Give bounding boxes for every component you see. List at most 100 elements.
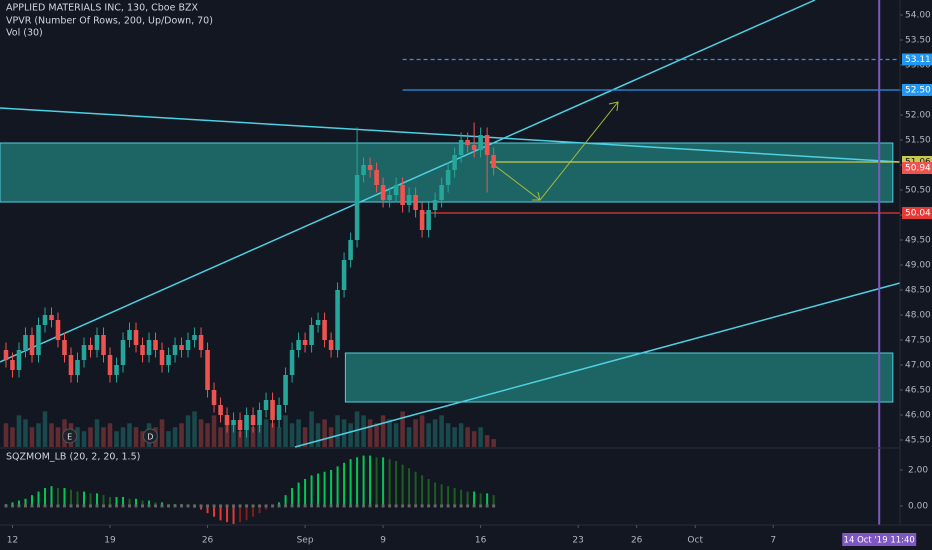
- squeeze-dot: [167, 504, 171, 508]
- momentum-bar: [232, 505, 235, 524]
- candle-body: [114, 365, 119, 375]
- volume-bar: [413, 419, 418, 447]
- momentum-bar: [109, 496, 112, 506]
- squeeze-dot: [381, 504, 385, 508]
- y-tick-label: 48.50: [905, 286, 931, 296]
- candle-body: [23, 335, 28, 350]
- volume-bar: [231, 423, 236, 447]
- volume-bar: [133, 427, 139, 447]
- volume-bar: [406, 427, 412, 447]
- price-tag: [902, 53, 932, 66]
- candle-body: [335, 290, 340, 350]
- volume-bar: [393, 423, 399, 447]
- volume-bar: [452, 427, 457, 447]
- candle-body: [10, 360, 15, 370]
- trend-line: [0, 107, 901, 163]
- x-tick-label: 12: [7, 536, 18, 546]
- momentum-bar: [50, 486, 53, 506]
- squeeze-dot: [401, 504, 405, 508]
- momentum-bar: [141, 500, 144, 506]
- candle-body: [367, 165, 373, 170]
- candle-body: [309, 325, 314, 345]
- volume-bar: [198, 419, 204, 447]
- momentum-bar: [30, 495, 33, 506]
- volume-bar: [185, 415, 191, 447]
- squeeze-dot: [433, 504, 437, 508]
- x-tick-label: 23: [572, 536, 583, 546]
- momentum-bar: [96, 493, 99, 506]
- volume-bar: [348, 423, 353, 447]
- volume-bar: [55, 427, 61, 447]
- volume-bar: [302, 427, 308, 447]
- squeeze-dot: [43, 504, 47, 508]
- momentum-bar: [11, 502, 14, 506]
- x-tick-label: Oct: [687, 536, 703, 546]
- price-tag: [902, 84, 932, 96]
- volume-bar: [445, 423, 451, 447]
- momentum-bar: [375, 457, 378, 506]
- volume-bar: [23, 419, 28, 447]
- squeeze-dot: [277, 504, 281, 508]
- volume-bar: [484, 435, 490, 447]
- trend-line: [294, 282, 901, 448]
- candle-body: [458, 140, 464, 155]
- volume-bar: [426, 423, 431, 447]
- volume-bar: [3, 423, 9, 447]
- candle-body: [393, 185, 399, 195]
- volume-bar: [439, 415, 444, 447]
- candle-body: [484, 135, 490, 155]
- y-tick-label: 2.00: [908, 465, 928, 475]
- candle-body: [426, 210, 431, 230]
- candle-body: [478, 135, 483, 150]
- drawings: [0, 0, 901, 525]
- price-tags: 14 Oct '19 11:4053.1152.5051.0650.0450.9…: [842, 53, 932, 546]
- squeeze-dot: [147, 504, 151, 508]
- squeeze-dot: [219, 504, 223, 508]
- momentum-bar: [447, 486, 450, 506]
- volume-bar: [283, 415, 288, 447]
- candle-body: [42, 315, 48, 325]
- volume-bar: [101, 427, 106, 447]
- squeeze-dot: [329, 504, 333, 508]
- indicator-legend: SQZMOM_LB (20, 2, 20, 1.5): [6, 452, 140, 463]
- momentum-bar: [382, 457, 385, 506]
- volume-bar: [250, 427, 256, 447]
- momentum-bar: [24, 498, 27, 506]
- volume-bar: [465, 427, 470, 447]
- momentum-bar: [226, 505, 229, 523]
- squeeze-dot: [180, 504, 184, 508]
- x-tick-label: Sep: [297, 536, 314, 546]
- candle-body: [192, 335, 197, 340]
- momentum-bar: [421, 475, 424, 506]
- candle-body: [465, 140, 470, 145]
- squeeze-dot: [69, 504, 73, 508]
- squeeze-dot: [212, 504, 216, 508]
- momentum-bar: [310, 475, 313, 506]
- squeeze-dot: [30, 504, 34, 508]
- squeeze-dot: [394, 504, 398, 508]
- candle-body: [36, 325, 41, 355]
- candle-body: [140, 345, 145, 355]
- volume-bar: [237, 431, 243, 447]
- volume-bar: [94, 419, 100, 447]
- volume-bar: [380, 415, 386, 447]
- squeeze-dot: [141, 504, 145, 508]
- x-tick-label: 9: [380, 536, 386, 546]
- indicator-legend: Vol (30): [6, 28, 43, 39]
- squeeze-dot: [102, 504, 106, 508]
- squeeze-dot: [342, 504, 346, 508]
- candle-body: [302, 340, 308, 345]
- volume-bar: [387, 419, 392, 447]
- squeeze-dot: [225, 504, 229, 508]
- squeeze-dot: [82, 504, 86, 508]
- volume-bar: [42, 411, 48, 447]
- x-tick-label: 19: [104, 536, 116, 546]
- momentum-bar: [323, 471, 326, 506]
- momentum-bar: [161, 502, 164, 506]
- candle-body: [283, 375, 288, 405]
- volume-bar: [114, 431, 119, 447]
- volume-bar: [29, 427, 35, 447]
- squeeze-dot: [297, 504, 301, 508]
- squeeze-dot: [134, 504, 138, 508]
- volume-bar: [263, 419, 269, 447]
